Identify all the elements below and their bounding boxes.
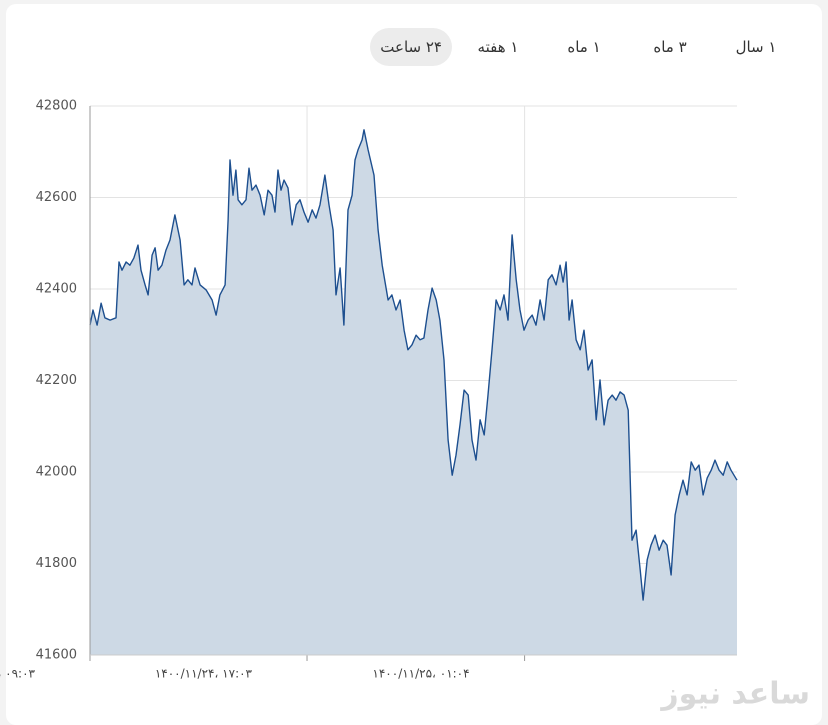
y-tick-label: 42200	[36, 373, 77, 388]
x-tick-label: ۱۴۰۰/۱۱/۲۵، ۰۱:۰۴	[372, 667, 469, 681]
area-fill	[90, 129, 737, 656]
range-tab[interactable]: ۲۴ ساعت	[370, 28, 452, 66]
y-tick-label: 42800	[36, 99, 77, 114]
x-tick-label: ۱۴۰۰/۱۱/۲۴، ۰۹:۰۳	[0, 667, 36, 681]
x-tick-label: ۱۴۰۰/۱۱/۲۴، ۱۷:۰۳	[155, 667, 253, 681]
y-tick-label: 41600	[36, 648, 77, 663]
range-tab[interactable]: ۱ ماه	[567, 38, 601, 56]
y-tick-label: 42400	[36, 282, 77, 297]
range-tab[interactable]: ۳ ماه	[653, 38, 687, 56]
range-tab[interactable]: ۱ سال	[735, 38, 777, 56]
y-tick-label: 42600	[36, 190, 77, 205]
range-tab[interactable]: ۱ هفته	[477, 38, 519, 56]
y-tick-label: 41800	[36, 556, 77, 571]
y-tick-label: 42000	[36, 465, 77, 480]
price-line	[89, 129, 738, 601]
range-tabs: ۲۴ ساعت ۱ هفته ۱ ماه ۳ ماه ۱ سال	[370, 28, 796, 66]
watermark: ساعد نیوز	[659, 677, 810, 712]
